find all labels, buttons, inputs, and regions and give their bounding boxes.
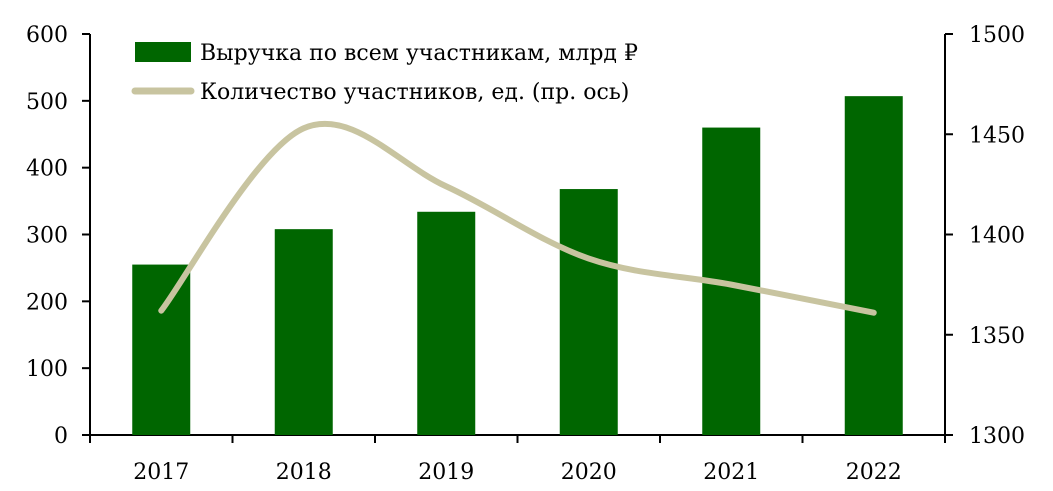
right-tick-label: 1500 bbox=[969, 23, 1025, 48]
bar bbox=[132, 264, 191, 435]
x-axis: 2017 2018 2019 2020 2021 2022 bbox=[89, 434, 946, 485]
bar bbox=[844, 96, 903, 435]
bar-series bbox=[132, 96, 903, 436]
x-tick-label: 2018 bbox=[276, 460, 332, 485]
line-series bbox=[158, 120, 877, 316]
legend-swatch-revenue bbox=[135, 42, 191, 62]
x-tick-label: 2017 bbox=[133, 460, 189, 485]
right-tick-label: 1350 bbox=[969, 324, 1025, 349]
left-tick-label: 400 bbox=[26, 157, 68, 182]
legend-label-participants: Количество участников, ед. (пр. ось) bbox=[200, 80, 629, 105]
x-tick-label: 2022 bbox=[846, 460, 902, 485]
legend: Выручка по всем участникам, млрд ₽ Колич… bbox=[131, 41, 638, 105]
bar bbox=[274, 229, 333, 435]
x-tick-label: 2019 bbox=[418, 460, 474, 485]
right-tick-label: 1300 bbox=[969, 424, 1025, 449]
line-path bbox=[158, 120, 877, 316]
left-axis: 0 100 200 300 400 500 600 bbox=[26, 23, 91, 449]
left-tick-label: 500 bbox=[26, 90, 68, 115]
right-axis: 1300 1350 1400 1450 1500 bbox=[944, 23, 1025, 449]
bar bbox=[417, 211, 476, 435]
left-tick-label: 100 bbox=[26, 357, 68, 382]
right-tick-label: 1400 bbox=[969, 224, 1025, 249]
left-tick-label: 200 bbox=[26, 290, 68, 315]
x-tick-label: 2020 bbox=[561, 460, 617, 485]
right-tick-label: 1450 bbox=[969, 123, 1025, 148]
legend-label-revenue: Выручка по всем участникам, млрд ₽ bbox=[200, 41, 638, 66]
x-tick-label: 2021 bbox=[703, 460, 759, 485]
left-tick-label: 600 bbox=[26, 23, 68, 48]
left-tick-label: 0 bbox=[54, 424, 68, 449]
left-tick-label: 300 bbox=[26, 224, 68, 249]
bar bbox=[559, 189, 618, 435]
